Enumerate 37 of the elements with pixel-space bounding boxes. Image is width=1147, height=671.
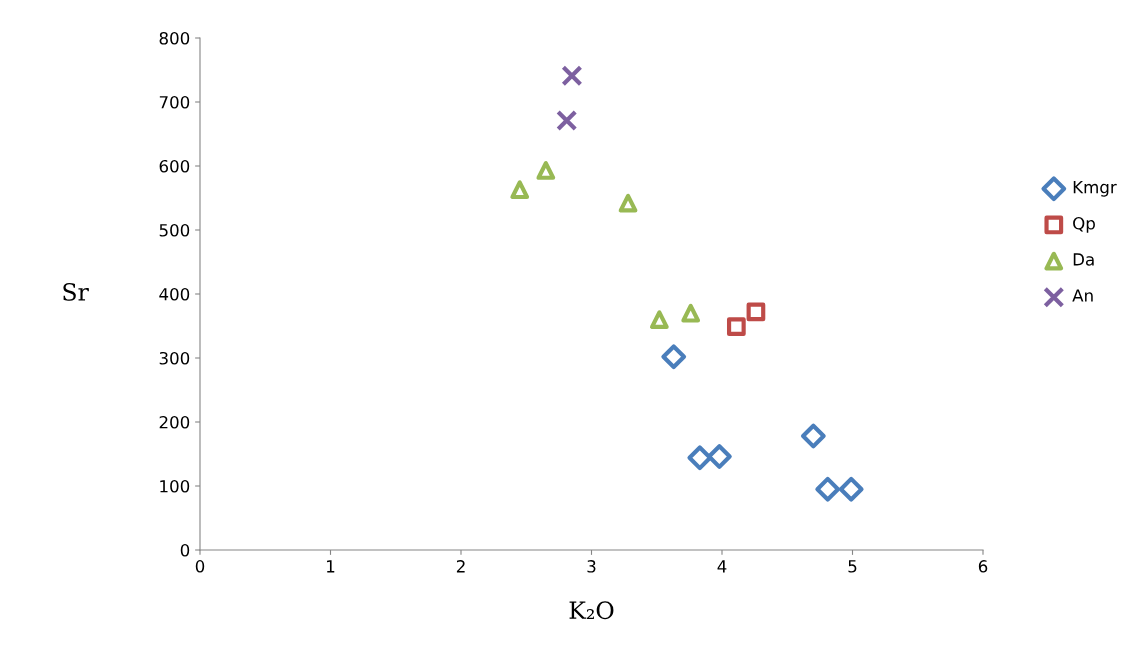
x-tick-label: 6 bbox=[978, 560, 988, 573]
point bbox=[726, 317, 746, 337]
point bbox=[746, 302, 766, 322]
legend-label: An bbox=[1072, 289, 1093, 302]
y-tick-label: 0 bbox=[180, 543, 190, 557]
y-axis-title: Sr bbox=[63, 282, 89, 301]
legend-label: Da bbox=[1073, 253, 1094, 266]
point bbox=[561, 65, 583, 87]
y-tick-label: 500 bbox=[159, 223, 190, 237]
y-tick-label: 200 bbox=[159, 415, 190, 429]
point bbox=[681, 303, 701, 323]
point bbox=[510, 180, 530, 200]
x-tick-label: 1 bbox=[327, 560, 335, 573]
legend-label: Qp bbox=[1073, 216, 1095, 233]
x-axis-title: K₂O bbox=[569, 601, 614, 620]
point bbox=[556, 109, 578, 132]
y-tick-label: 700 bbox=[159, 95, 190, 109]
y-tick-label: 300 bbox=[159, 351, 190, 365]
y-tick-label: 800 bbox=[159, 31, 190, 45]
point bbox=[707, 444, 732, 469]
y-tick-label: 400 bbox=[159, 287, 190, 301]
x-tick-label: 2 bbox=[456, 560, 465, 573]
point bbox=[536, 161, 556, 180]
x-tick-label: 4 bbox=[717, 560, 727, 573]
legend-label: Kmgr bbox=[1073, 181, 1117, 197]
point bbox=[800, 423, 826, 449]
y-tick-label: 600 bbox=[159, 159, 190, 173]
point bbox=[618, 193, 638, 213]
point bbox=[649, 310, 669, 329]
point bbox=[838, 476, 864, 502]
y-tick-label: 100 bbox=[160, 479, 190, 493]
point bbox=[815, 476, 841, 502]
x-tick-label: 5 bbox=[848, 560, 857, 573]
x-tick-label: 0 bbox=[195, 560, 205, 573]
point bbox=[661, 344, 687, 370]
x-tick-label: 3 bbox=[587, 560, 596, 573]
point bbox=[687, 445, 713, 471]
